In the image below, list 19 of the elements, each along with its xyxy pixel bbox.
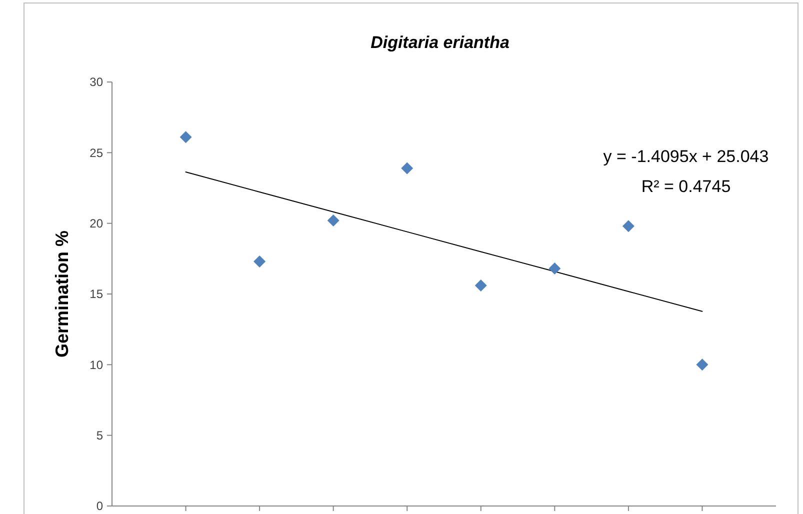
- annotation: y = -1.4095x + 25.043: [603, 147, 769, 166]
- y-tick-label: 15: [90, 287, 104, 302]
- point: [548, 262, 561, 275]
- point: [696, 358, 708, 371]
- point: [254, 255, 266, 268]
- y-tick-label: 30: [90, 75, 104, 90]
- y-tick-label: 25: [90, 146, 104, 160]
- y-tick-label: 20: [90, 216, 104, 231]
- point: [474, 280, 487, 292]
- annotation: R² = 0.4745: [641, 177, 731, 196]
- y-tick-label: 5: [96, 428, 104, 443]
- point: [401, 162, 414, 174]
- point: [180, 131, 192, 144]
- y-tick-label: 0: [96, 499, 104, 514]
- point: [622, 220, 634, 232]
- point: [327, 214, 340, 227]
- y-tick-label: 10: [90, 358, 104, 372]
- y-axis-title: Germination %: [52, 230, 72, 358]
- chart-title: Digitaria eriantha: [370, 33, 510, 52]
